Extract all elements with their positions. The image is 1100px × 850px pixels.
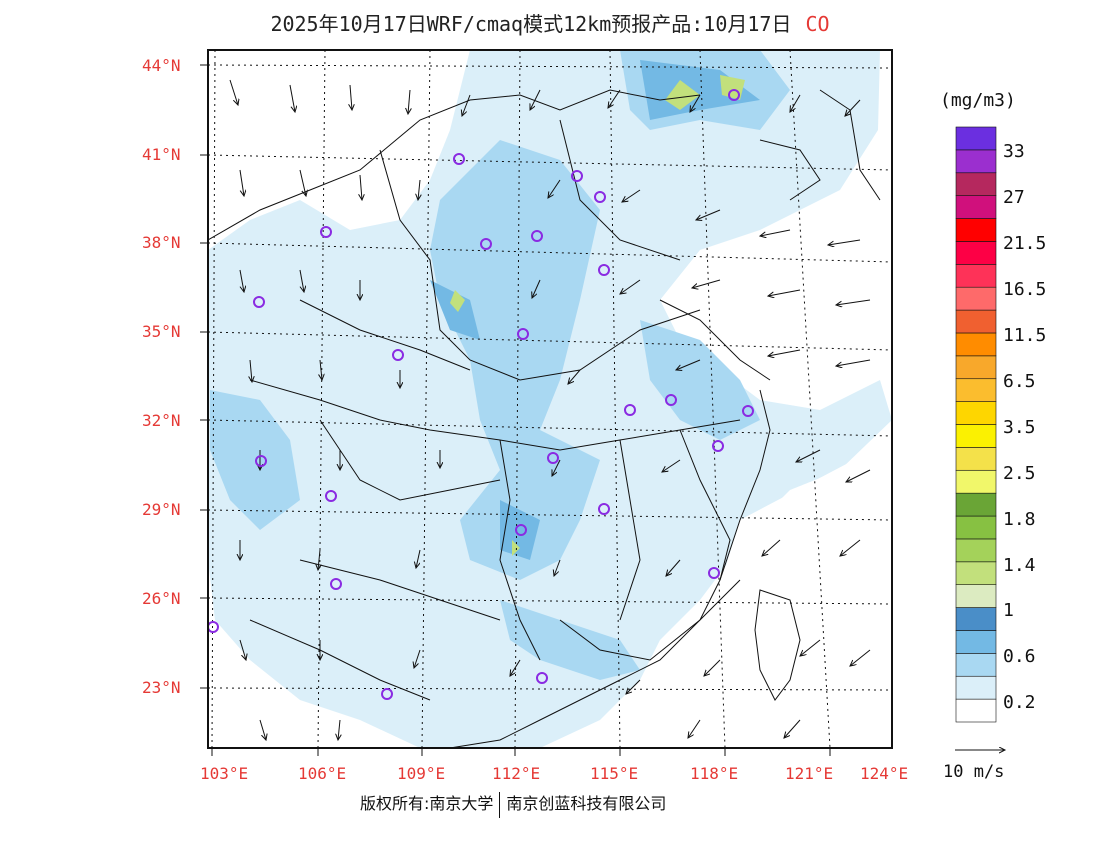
reference-vector-label: 10 m/s (943, 762, 1005, 782)
colorbar-swatch (955, 309, 997, 334)
concentration-field (208, 50, 892, 748)
colorbar-swatch (955, 149, 997, 174)
wind-vectors (229, 79, 871, 740)
colorbar-swatch (955, 561, 997, 585)
colorbar-label-2-5: 2.5 (1003, 463, 1036, 484)
lat-label-29: 29°N (142, 500, 181, 519)
colorbar-swatch (955, 447, 997, 471)
colorbar-swatch (955, 630, 997, 654)
colorbar-label-1: 1 (1003, 600, 1014, 621)
colorbar-swatch (955, 584, 997, 608)
colorbar-swatch (955, 653, 997, 677)
colorbar-swatch (955, 492, 997, 517)
lat-label-41: 41°N (142, 145, 181, 164)
colorbar-swatch (955, 355, 997, 380)
colorbar-swatch (955, 675, 997, 700)
colorbar-label-11-5: 11.5 (1003, 325, 1047, 346)
colorbar-swatch (955, 401, 997, 425)
colorbar-swatch (955, 286, 997, 311)
colorbar-swatch (955, 424, 997, 448)
colorbar-label-1-8: 1.8 (1003, 509, 1036, 530)
colorbar-swatch (955, 241, 997, 265)
colorbar-swatch (955, 126, 997, 151)
colorbar-swatch (955, 332, 997, 357)
colorbar-label-1-4: 1.4 (1003, 555, 1036, 576)
gridlines (208, 50, 892, 748)
province-boundaries (208, 89, 881, 748)
lon-label-118: 118°E (690, 764, 739, 783)
colorbar-swatch (955, 469, 997, 494)
lon-label-115: 115°E (590, 764, 639, 783)
colorbar-label-3-5: 3.5 (1003, 417, 1036, 438)
colorbar-swatch (955, 218, 997, 242)
colorbar-swatch (955, 698, 997, 723)
colorbar-label-33: 33 (1003, 141, 1025, 162)
map-frame (207, 49, 893, 749)
colorbar-swatch (955, 264, 997, 288)
map-title: 2025年10月17日WRF/cmaq模式12km预报产品:10月17日 CO (0, 8, 1100, 37)
lon-label-103: 103°E (200, 764, 249, 783)
lon-label-106: 106°E (298, 764, 347, 783)
lon-label-112: 112°E (492, 764, 541, 783)
footer-copyright: 版权所有:南京大学 (360, 794, 494, 813)
lat-label-32: 32°N (142, 411, 181, 430)
footer-company: 南京创蓝科技有限公司 (506, 794, 667, 813)
colorbar-label-0-6: 0.6 (1003, 646, 1036, 667)
colorbar-label-6-5: 6.5 (1003, 371, 1036, 392)
colorbar-swatch (955, 378, 997, 402)
lat-label-35: 35°N (142, 322, 181, 341)
footer: 版权所有:南京大学 南京创蓝科技有限公司 (360, 790, 666, 818)
colorbar-swatch (955, 172, 997, 196)
colorbar-swatch (955, 607, 997, 631)
axis-ticks (200, 64, 831, 756)
unit-label: (mg/m3) (940, 90, 1016, 111)
monitoring-sites (208, 89, 754, 700)
colorbar-label-27: 27 (1003, 187, 1025, 208)
lat-label-38: 38°N (142, 233, 181, 252)
colorbar-label-21-5: 21.5 (1003, 233, 1047, 254)
species-label: CO (805, 12, 830, 36)
colorbar-swatch (955, 195, 997, 219)
lat-label-44: 44°N (142, 56, 181, 75)
colorbar-swatch (955, 515, 997, 540)
lon-label-121: 121°E (785, 764, 834, 783)
colorbar (955, 126, 997, 723)
lon-label-124: 124°E (860, 764, 909, 783)
colorbar-label-16-5: 16.5 (1003, 279, 1047, 300)
lon-label-109: 109°E (397, 764, 446, 783)
lat-label-26: 26°N (142, 589, 181, 608)
colorbar-swatch (955, 538, 997, 563)
title-text: 2025年10月17日WRF/cmaq模式12km预报产品:10月17日 (270, 12, 792, 36)
lat-label-23: 23°N (142, 678, 181, 697)
colorbar-label-0-2: 0.2 (1003, 692, 1036, 713)
